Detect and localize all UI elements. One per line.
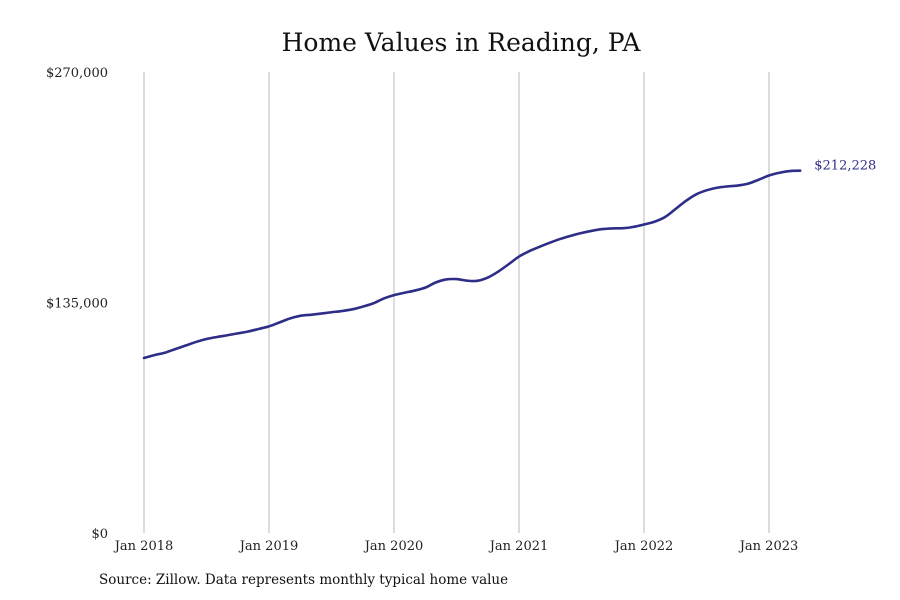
x-tick-label: Jan 2020: [363, 539, 424, 554]
end-value-label: $212,228: [814, 159, 876, 174]
y-tick-label: $0: [91, 527, 108, 542]
x-tick-label: Jan 2019: [238, 539, 299, 554]
source-note: Source: Zillow. Data represents monthly …: [99, 572, 509, 588]
y-tick-label: $270,000: [46, 66, 108, 81]
x-tick-label: Jan 2023: [738, 539, 799, 554]
series-group: $212,228: [142, 159, 876, 360]
x-tick-label: Jan 2022: [613, 539, 674, 554]
y-tick-label: $135,000: [46, 297, 108, 312]
x-tick-label: Jan 2018: [113, 539, 174, 554]
series-line-0: [142, 169, 802, 360]
x-axis: Jan 2018 Jan 2019 Jan 2020 Jan 2021 Jan 2022…: [113, 539, 799, 554]
gridlines: [143, 72, 770, 533]
x-tick-label: Jan 2021: [488, 539, 549, 554]
chart-title: Home Values in Reading, PA: [282, 28, 642, 57]
y-axis: $0 $135,000 $270,000: [46, 66, 108, 542]
